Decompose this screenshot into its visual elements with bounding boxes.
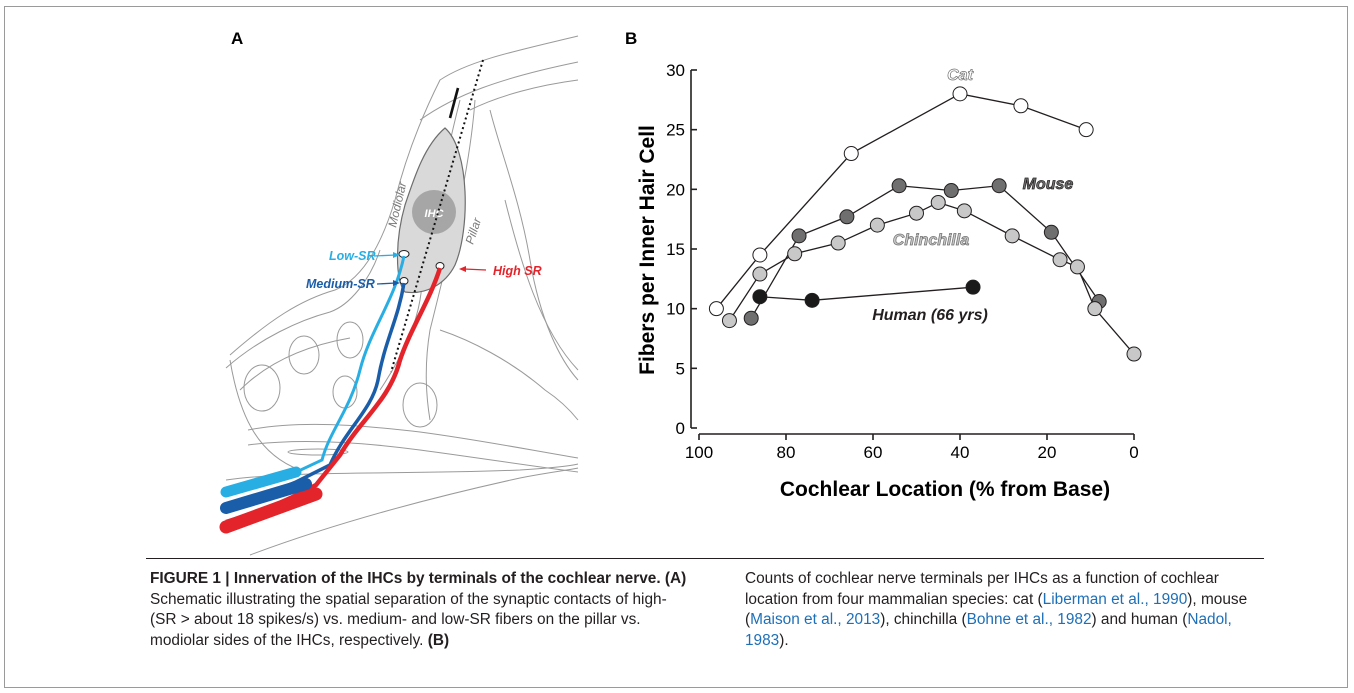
data-point: [1087, 301, 1103, 317]
series-label: Mouse: [1023, 176, 1074, 193]
medium-sr-arrowhead: [393, 280, 400, 286]
data-point: [991, 178, 1007, 194]
data-point: [787, 246, 803, 262]
low-sr-bundle: [220, 466, 302, 498]
data-point: [952, 86, 968, 102]
y-tick-label: 5: [676, 359, 685, 378]
fibers-per-ihc-chart: B 0 5 10 15 20 25 30 100 80 60 40 20 0 Cat Mouse Chinc…: [625, 29, 1142, 501]
series-line-3: [759, 286, 974, 301]
data-point: [1078, 122, 1094, 138]
low-sr-label: Low-SR: [329, 249, 376, 263]
data-point: [869, 217, 885, 233]
y-axis-title: Fibers per Inner Hair Cell: [636, 125, 659, 375]
data-point: [708, 301, 724, 317]
citation-link-1[interactable]: Liberman et al., 1990: [1042, 590, 1188, 608]
citation-link-3[interactable]: Bohne et al., 1982: [966, 611, 1092, 629]
chart-axes: 0 5 10 15 20 25 30 100 80 60 40 20 0: [666, 61, 1139, 462]
data-point: [752, 289, 768, 305]
caption-right-column: Counts of cochlear nerve terminals per I…: [745, 569, 1265, 651]
data-point: [943, 183, 959, 199]
data-point: [721, 313, 737, 329]
series-line-2: [728, 201, 1135, 355]
cell-axis-line: [390, 59, 484, 373]
series-label: Human (66 yrs): [872, 307, 988, 324]
y-tick-label: 25: [666, 121, 685, 140]
x-axis-title: Cochlear Location (% from Base): [780, 478, 1110, 501]
x-tick-label: 80: [777, 443, 796, 462]
data-point: [1069, 259, 1085, 275]
caption-tag-a: (A): [664, 570, 687, 587]
data-point: [891, 178, 907, 194]
caption-left-column: FIGURE 1 | Innervation of the IHCs by te…: [150, 569, 695, 651]
data-point: [909, 205, 924, 221]
data-point: [752, 266, 768, 282]
high-sr-arrowhead: [459, 266, 466, 272]
ihc-label: IHC: [425, 208, 445, 220]
data-point: [1004, 228, 1020, 244]
data-point: [965, 279, 981, 295]
chart-series: [708, 86, 1142, 362]
caption-text-a: Schematic illustrating the spatial separ…: [150, 590, 667, 649]
medium-sr-bundle: [220, 478, 312, 514]
medium-sr-arrow: [376, 282, 397, 285]
data-point: [1126, 346, 1142, 362]
data-point: [804, 292, 820, 308]
figure-frame: [4, 6, 1348, 688]
data-point: [1013, 98, 1029, 114]
data-point: [956, 203, 972, 219]
y-tick-label: 30: [666, 61, 685, 80]
figure-caption: FIGURE 1 | Innervation of the IHCs by te…: [150, 555, 1260, 685]
citation-link-4[interactable]: Nadol, 1983: [745, 611, 1232, 649]
caption-rule: [146, 558, 1264, 559]
data-point: [839, 209, 855, 225]
caption-text-b-5: ).: [779, 631, 789, 649]
high-sr-label: High SR: [493, 264, 542, 278]
x-tick-label: 60: [864, 443, 883, 462]
data-point: [843, 146, 859, 162]
ihc-nucleus: [412, 190, 456, 234]
caption-text-b-2: ), mouse (: [745, 590, 1248, 629]
series-label: Chinchilla: [893, 232, 970, 249]
data-point: [830, 235, 846, 251]
chart-series-labels: Cat Mouse Chinchilla Human (66 yrs): [872, 67, 1074, 324]
stereocilia: [448, 87, 460, 119]
high-sr-bundle: [219, 487, 323, 534]
caption-heading: FIGURE 1 | Innervation of the IHCs by te…: [150, 570, 661, 587]
caption-text-b-1: Counts of cochlear nerve terminals per I…: [745, 570, 1219, 608]
ihc-schematic: A IHC Modiolar Pillar: [219, 29, 579, 556]
data-point: [752, 247, 768, 263]
series-line-1: [750, 185, 1100, 319]
y-tick-label: 15: [666, 240, 685, 259]
caption-text-b-4: ) and human (: [1091, 611, 1188, 629]
data-point: [743, 310, 759, 326]
tissue-outlines: [225, 35, 579, 556]
high-sr-arrow: [463, 268, 487, 271]
citation-link-2[interactable]: Maison et al., 2013: [750, 611, 881, 629]
caption-text-b-3: ), chinchilla (: [880, 611, 967, 629]
panel-letter-a: A: [231, 29, 243, 48]
data-point: [1052, 252, 1068, 268]
x-tick-label: 100: [685, 443, 713, 462]
data-point: [791, 228, 807, 244]
low-sr-arrow: [373, 254, 397, 257]
low-sr-arrowhead: [393, 252, 400, 258]
data-point: [930, 194, 946, 210]
series-line-0: [715, 93, 1087, 310]
x-tick-label: 0: [1129, 443, 1138, 462]
series-label: Cat: [947, 67, 973, 84]
y-tick-label: 20: [666, 180, 685, 199]
panel-letter-b: B: [625, 29, 637, 48]
caption-tag-b: (B): [427, 631, 450, 649]
y-tick-label: 0: [676, 419, 685, 438]
y-tick-label: 10: [666, 300, 685, 319]
medium-sr-label: Medium-SR: [306, 277, 375, 291]
data-point: [1043, 224, 1059, 240]
x-tick-label: 20: [1038, 443, 1057, 462]
x-tick-label: 40: [951, 443, 970, 462]
